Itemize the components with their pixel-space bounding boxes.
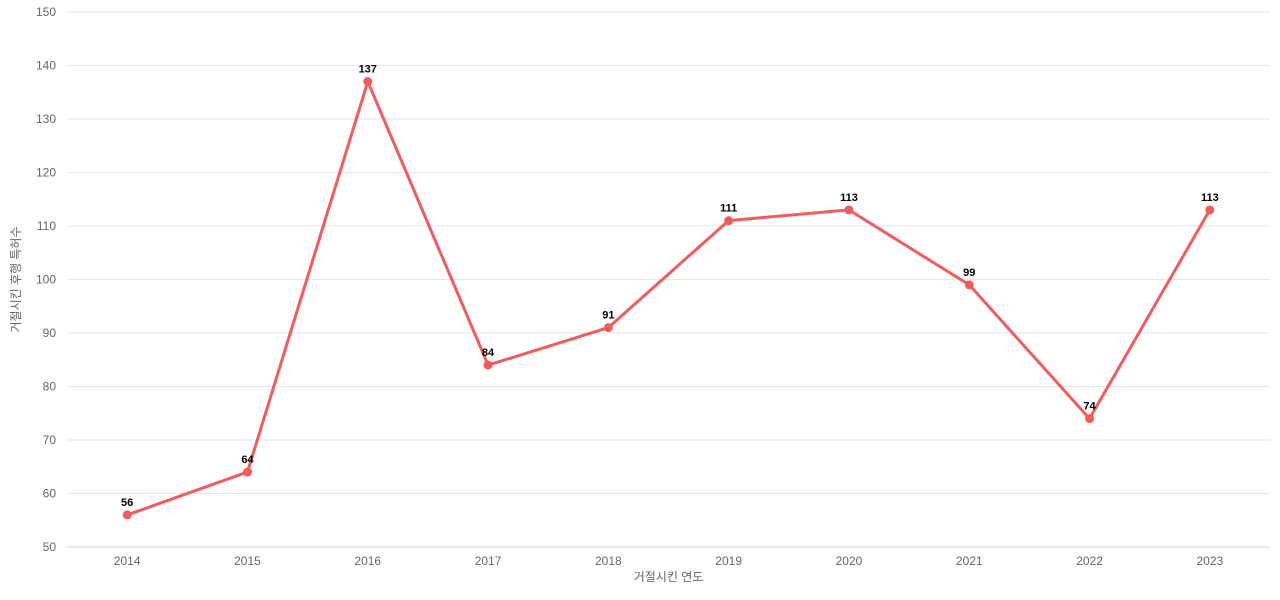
- series-layer: [122, 77, 1215, 520]
- y-tick-label: 120: [36, 166, 56, 180]
- data-point-label: 74: [1083, 401, 1096, 413]
- data-point-marker[interactable]: [1085, 414, 1095, 424]
- data-point-label: 56: [121, 497, 133, 509]
- data-point-marker[interactable]: [844, 205, 854, 215]
- data-point-label: 99: [963, 267, 975, 279]
- data-point-marker[interactable]: [363, 77, 373, 87]
- y-tick-label: 70: [43, 433, 57, 447]
- x-tick-label: 2018: [595, 554, 622, 568]
- y-tick-label: 130: [36, 112, 56, 126]
- y-tick-label: 60: [43, 487, 57, 501]
- x-tick-label: 2014: [114, 554, 141, 568]
- series-line: [125, 80, 1212, 517]
- y-tick-label: 110: [37, 219, 56, 233]
- x-tick-label: 2022: [1076, 554, 1103, 568]
- y-tick-label: 50: [43, 540, 57, 554]
- data-point-marker[interactable]: [964, 280, 974, 290]
- y-tick-label: 90: [43, 326, 57, 340]
- x-tick-label: 2015: [234, 554, 261, 568]
- x-tick-label: 2016: [354, 554, 381, 568]
- data-point-marker[interactable]: [242, 467, 252, 477]
- x-tick-label: 2017: [475, 554, 502, 568]
- y-axis-title: 거절시킨 후행 특허수: [8, 226, 23, 332]
- y-tick-label: 140: [36, 59, 56, 73]
- data-point-label: 113: [1201, 192, 1219, 204]
- y-tick-label: 150: [36, 5, 56, 19]
- data-point-label: 113: [840, 192, 858, 204]
- x-tick-label: 2020: [836, 554, 863, 568]
- data-point-label: 84: [482, 347, 495, 359]
- data-point-label: 111: [720, 203, 737, 215]
- data-point-label: 64: [241, 454, 254, 466]
- x-axis-title: 거절시킨 연도: [634, 570, 704, 584]
- data-point-marker[interactable]: [1205, 205, 1215, 215]
- data-point-marker[interactable]: [724, 216, 734, 226]
- data-point-marker[interactable]: [122, 510, 132, 520]
- gridlines-layer: 50 60 70 80 90 100 110 120 130 140 150 2014 2015 2016…: [36, 5, 1270, 568]
- labels-layer: 56 64 137 84 91 111 113 99 74 113: [121, 64, 1219, 509]
- data-point-label: 137: [359, 64, 377, 76]
- data-point-label: 91: [602, 310, 614, 322]
- x-tick-label: 2023: [1196, 554, 1223, 568]
- y-tick-label: 100: [36, 273, 56, 287]
- y-tick-label: 80: [43, 380, 57, 394]
- data-point-marker[interactable]: [603, 323, 613, 333]
- x-tick-label: 2019: [715, 554, 742, 568]
- x-tick-label: 2021: [956, 554, 983, 568]
- data-point-marker[interactable]: [483, 360, 493, 370]
